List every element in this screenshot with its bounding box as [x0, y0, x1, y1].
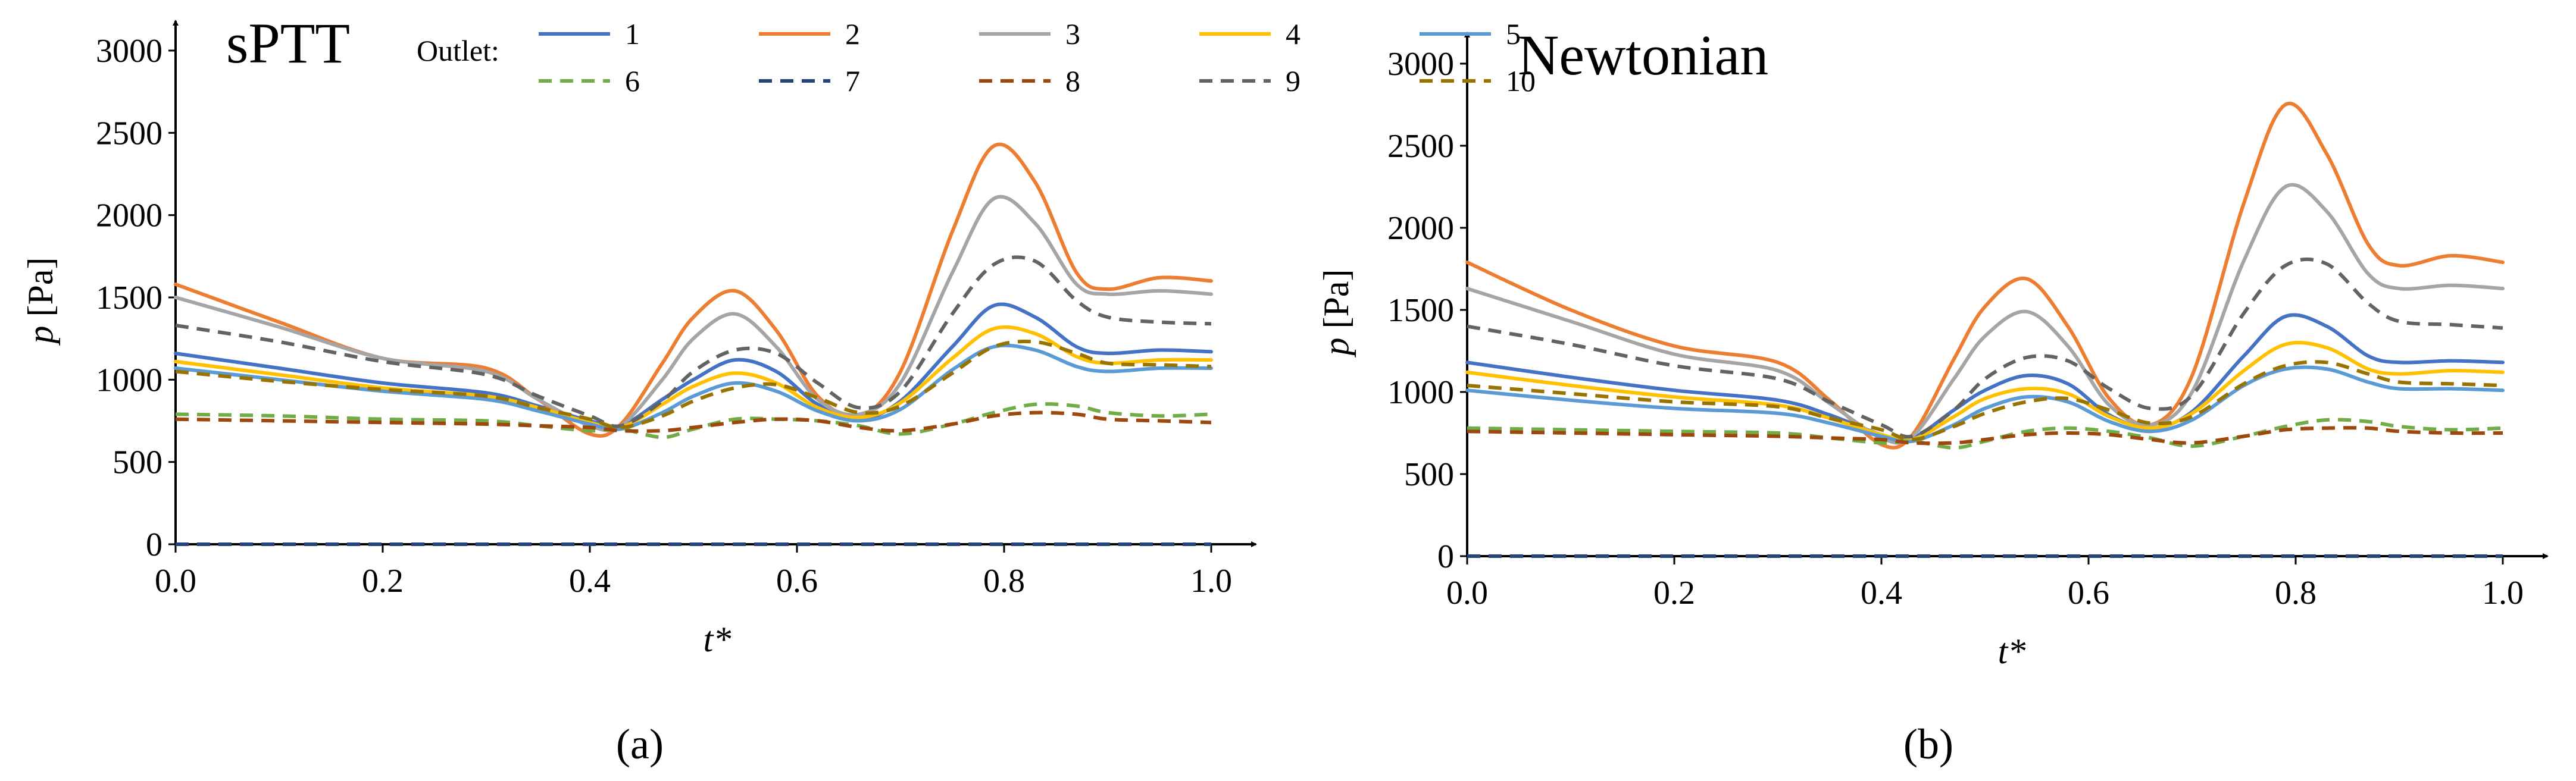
panel-a-ylabel: p [Pa]: [21, 258, 60, 346]
panel-a-y-tick-label: 1000: [96, 362, 162, 399]
panel-a-ylabel-var: p: [21, 325, 60, 346]
panel-b-series-outlet-8: [1467, 426, 2503, 446]
panel-a-x-tick-label: 0.4: [569, 563, 611, 600]
panel-b-caption: (b): [1903, 720, 1953, 768]
panel-a-y-tick-label: 2000: [96, 197, 162, 234]
panel-b-chart: 0.0 0.2 0.4 0.6 0.8 1.0 0 500 1000 1500 2000 2500 30…: [1317, 23, 2549, 768]
panel-b-title: Newtonian: [1518, 23, 1768, 87]
panel-b-y-tick-label: 500: [1404, 456, 1454, 493]
panel-a-caption: (a): [616, 720, 664, 768]
panel-b-axes: 0.0 0.2 0.4 0.6 0.8 1.0 0 500 1000 1500 2000 2500 30…: [1387, 32, 2549, 611]
panel-b-y-tick-label: 2000: [1387, 210, 1454, 247]
panel-a-y-tick-label: 1500: [96, 280, 162, 316]
panel-a-x-tick-label: 0.8: [983, 563, 1025, 600]
panel-b-x-tick-label: 0.6: [2068, 575, 2109, 611]
panel-b-y-tick-label: 0: [1437, 538, 1454, 575]
panel-a-y-tick-label: 2500: [96, 115, 162, 152]
panel-b-series-outlet-5: [1465, 365, 2505, 444]
panel-a-series-outlet-3: [174, 195, 1213, 432]
legend-label-outlet-5: 5: [1506, 17, 1521, 51]
panel-a-series-outlet-8: [175, 410, 1212, 433]
panel-a-series-outlet-6: [175, 402, 1212, 440]
panel-a-y-tick-label: 0: [146, 526, 162, 563]
panel-b-x-tick-label: 1.0: [2482, 575, 2524, 611]
panel-b-y-tick-label: 2500: [1387, 128, 1454, 165]
panel-a-x-tick-label: 0.6: [776, 563, 818, 600]
panel-b-series: [1465, 102, 2505, 559]
legend-label-outlet-10: 10: [1506, 64, 1536, 98]
panel-b-series-outlet-1: [1465, 313, 2505, 442]
legend-label-outlet-9: 9: [1286, 64, 1300, 98]
panel-b-y-tick-label: 3000: [1387, 46, 1454, 83]
panel-b-x-tick-label: 0.0: [1446, 575, 1488, 611]
panel-a-x-tick-label: 0.2: [362, 563, 404, 600]
panel-b-series-outlet-6: [1467, 418, 2503, 450]
panel-b-y-tick-label: 1000: [1387, 374, 1454, 411]
panel-a-title: sPTT: [226, 11, 350, 75]
panel-b-xlabel: t*: [1998, 632, 2026, 671]
panel-a-y-tick-label: 3000: [96, 33, 162, 70]
legend: Outlet: 1 2 3 4 5 6 7 8 9 10: [417, 17, 1536, 98]
legend-label-outlet-7: 7: [845, 64, 860, 98]
panel-a-series-outlet-9: [175, 255, 1212, 428]
panel-a-series-outlet-1: [174, 302, 1213, 429]
panel-a-axes: 0.0 0.2 0.4 0.6 0.8 1.0 0 500 1000 1500 2000 2500 30…: [96, 20, 1257, 600]
legend-label-outlet-1: 1: [625, 17, 640, 51]
legend-label-outlet-8: 8: [1065, 64, 1080, 98]
panel-b-x-tick-label: 0.2: [1653, 575, 1695, 611]
panel-b-ylabel-unit: [Pa]: [1317, 269, 1356, 338]
panel-b-x-tick-label: 0.4: [1861, 575, 1902, 611]
panel-b-series-outlet-9: [1467, 257, 2503, 439]
panel-a-y-tick-label: 500: [112, 444, 162, 481]
panel-b-series-outlet-2: [1465, 102, 2505, 450]
panel-a-x-tick-label: 1.0: [1190, 563, 1232, 600]
panel-a-series-outlet-10: [175, 340, 1212, 429]
panel-a-ylabel-unit: [Pa]: [21, 258, 60, 326]
panel-b-series-outlet-3: [1465, 183, 2505, 445]
panel-b-ylabel: p [Pa]: [1317, 269, 1356, 358]
panel-b-series-outlet-10: [1467, 360, 2503, 442]
legend-label-outlet-2: 2: [845, 17, 860, 51]
legend-label-outlet-4: 4: [1286, 17, 1300, 51]
panel-b-series-outlet-4: [1465, 341, 2505, 443]
legend-title: Outlet:: [417, 34, 499, 67]
legend-label-outlet-3: 3: [1065, 17, 1080, 51]
panel-a-xlabel: t*: [704, 620, 731, 659]
panel-a-x-tick-label: 0.0: [155, 563, 196, 600]
panel-a-chart: 0.0 0.2 0.4 0.6 0.8 1.0 0 500 1000 1500 2000 2500 30…: [21, 11, 1257, 768]
panel-b-x-tick-label: 0.8: [2275, 575, 2316, 611]
panel-a-series: [174, 142, 1213, 547]
legend-label-outlet-6: 6: [625, 64, 640, 98]
panel-b-y-tick-label: 1500: [1387, 292, 1454, 329]
panel-b-ylabel-var: p: [1317, 337, 1356, 357]
panel-a-series-outlet-2: [174, 142, 1213, 438]
